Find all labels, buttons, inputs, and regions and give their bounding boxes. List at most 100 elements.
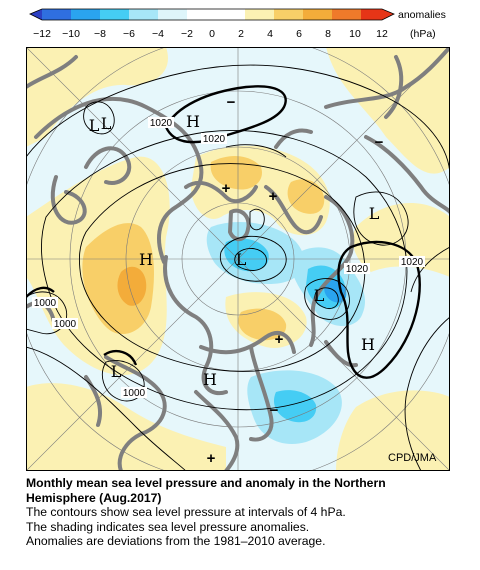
negative-sign: − [227, 94, 236, 111]
legend-title: anomalies [398, 9, 446, 21]
map-credit: CPD/JMA [388, 452, 437, 464]
swatch-minus8 [71, 9, 100, 20]
coastline [264, 185, 323, 235]
coastline [84, 375, 103, 427]
tick-label: −12 [33, 28, 51, 40]
low-label: L [101, 114, 112, 133]
polar-pressure-map: L H L H L L H L H H L + − − + + + − + 10… [26, 47, 450, 471]
swatch-plus4 [274, 9, 303, 20]
tick-label: −10 [62, 28, 80, 40]
isobar-value-labels: 1020 1020 1020 1020 1000 1000 1000 [32, 117, 425, 399]
coastline [384, 55, 404, 119]
negative-sign: − [375, 134, 384, 151]
caption-title-line2: Hemisphere (Aug.2017) [26, 490, 162, 505]
isobar-1000 [26, 286, 55, 298]
label-backing [52, 318, 78, 329]
coastline [104, 355, 167, 471]
isobar [78, 163, 366, 372]
isobar-label: 1020 [401, 257, 424, 268]
high-label: H [203, 370, 217, 389]
coastline [84, 146, 132, 185]
coastline [249, 345, 274, 442]
isobar [83, 101, 115, 135]
swatch-minus4 [129, 9, 158, 20]
swatch-minus6 [100, 9, 129, 20]
colorbar-outline [29, 8, 395, 21]
high-label: H [361, 335, 375, 354]
isobar-label: 1020 [203, 134, 226, 145]
isobar [26, 346, 187, 471]
positive-sign: + [269, 188, 278, 205]
tick-label: −2 [181, 28, 193, 40]
isobar [40, 130, 408, 411]
negative-sign: − [270, 402, 279, 419]
isobar [410, 246, 450, 293]
isobar-label: 1000 [34, 298, 57, 309]
isobar-label: 1020 [150, 118, 173, 129]
isobar-label: 1000 [123, 388, 146, 399]
isobar-label: 1000 [54, 319, 77, 330]
caption-title-line1: Monthly mean sea level pressure and anom… [26, 476, 386, 490]
label-backing [201, 133, 227, 144]
swatch-plus10 [361, 9, 382, 20]
anomaly-area [287, 179, 325, 214]
coastline [228, 208, 251, 242]
caption-title: Monthly mean sea level pressure and anom… [26, 476, 466, 505]
low-label: L [111, 362, 122, 381]
swatch-plus6 [303, 9, 332, 20]
tick-label: −4 [152, 28, 164, 40]
anomaly-area [117, 266, 147, 306]
tick-label: −8 [94, 28, 106, 40]
tick-label: 8 [325, 28, 331, 40]
figure-caption: Monthly mean sea level pressure and anom… [26, 476, 466, 549]
anomaly-area [273, 390, 317, 423]
tick-label: −6 [123, 28, 135, 40]
isobar [225, 144, 287, 158]
coastline [324, 340, 358, 368]
coastline [34, 97, 204, 264]
tick-label: 10 [349, 28, 361, 40]
isobar [249, 208, 265, 231]
isobar [219, 235, 287, 282]
isobar [404, 316, 450, 471]
isobar [314, 287, 339, 309]
low-label: L [236, 250, 247, 269]
anomaly-colorbar: −12 −10 −8 −6 −4 −2 0 2 4 6 8 10 12 anom… [29, 8, 446, 40]
low-label: L [314, 286, 325, 305]
swatch-plus8 [332, 9, 361, 20]
swatch-plus2 [245, 9, 274, 20]
colorbar-swatches [29, 8, 395, 21]
positive-sign: + [222, 180, 231, 197]
tick-label: 2 [238, 28, 244, 40]
coastline [274, 128, 313, 149]
positive-sign: + [275, 331, 284, 348]
high-label: H [186, 112, 200, 131]
swatch-zero-high [216, 9, 245, 20]
isobar-1020 [164, 85, 287, 144]
anomaly-area [336, 390, 450, 471]
swatch-plus12 [382, 9, 394, 20]
label-backing [399, 256, 425, 267]
caption-line: The contours show sea level pressure at … [26, 505, 346, 519]
coastline [184, 180, 258, 204]
caption-line: Anomalies are deviations from the 1981–2… [26, 534, 326, 548]
coastline [50, 175, 87, 225]
label-backing [32, 297, 58, 308]
swatch-zero-low [187, 9, 216, 20]
label-backing [121, 387, 147, 398]
anomaly-sign-labels: + − − + + + − + [207, 94, 384, 467]
legend-unit: (hPa) [410, 28, 436, 40]
low-label: L [89, 116, 100, 135]
anomaly-area [26, 47, 168, 147]
swatch-minus2 [158, 9, 187, 20]
isobar [102, 360, 145, 402]
isobar [26, 291, 68, 335]
swatch-minus12 [30, 9, 42, 20]
isobar-1000 [103, 350, 138, 366]
coastline [324, 47, 450, 109]
coastlines [26, 47, 450, 471]
isobar [234, 248, 267, 271]
low-label: L [369, 204, 380, 223]
isobars [26, 64, 450, 471]
isobar [304, 278, 350, 320]
